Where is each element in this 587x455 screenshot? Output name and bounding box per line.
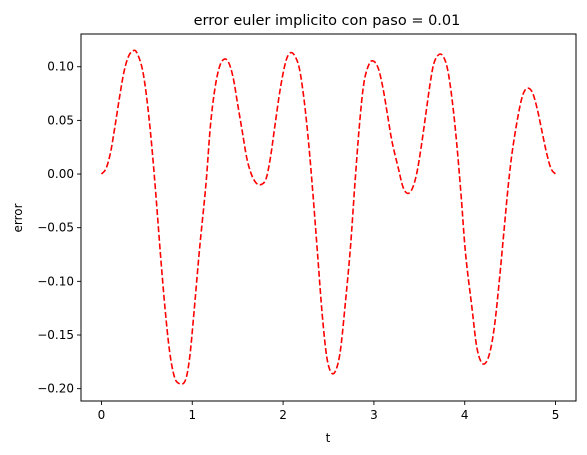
y-tick-label: −0.05 <box>37 221 74 235</box>
y-tick-label: 0.05 <box>47 113 74 127</box>
chart-title: error euler implicito con paso = 0.01 <box>194 13 461 29</box>
x-tick-label: 4 <box>461 408 469 422</box>
x-tick-label: 0 <box>98 408 106 422</box>
y-tick-label: −0.20 <box>37 382 74 396</box>
y-axis-title: error <box>11 203 25 232</box>
series-line-error <box>100 49 557 385</box>
x-axis-title: t <box>326 431 331 445</box>
y-tick-label: −0.15 <box>37 328 74 342</box>
x-tick-label: 2 <box>279 408 287 422</box>
x-tick-label: 5 <box>552 408 560 422</box>
plot-frame <box>80 33 577 402</box>
y-tick-label: 0.10 <box>47 60 74 74</box>
y-tick-label: 0.00 <box>47 167 74 181</box>
x-tick-label: 3 <box>370 408 378 422</box>
x-tick-label: 1 <box>188 408 196 422</box>
y-tick-label: −0.10 <box>37 274 74 288</box>
